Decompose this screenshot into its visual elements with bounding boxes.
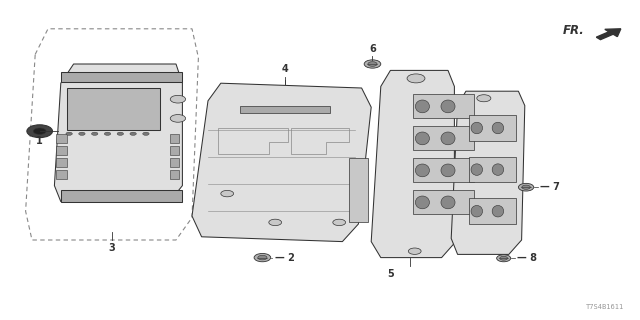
Ellipse shape [415,164,429,177]
Polygon shape [192,83,371,242]
Circle shape [170,95,186,103]
Circle shape [368,62,377,66]
Bar [56,146,67,155]
Polygon shape [371,70,454,258]
Circle shape [522,185,531,189]
Text: FR.: FR. [563,24,585,37]
Ellipse shape [492,164,504,175]
Bar [413,126,474,150]
Circle shape [477,95,491,102]
Bar [56,170,67,179]
Ellipse shape [415,196,429,209]
Bar [170,170,179,179]
Bar [56,134,67,143]
Circle shape [221,190,234,197]
Polygon shape [67,88,160,130]
Circle shape [518,183,534,191]
Circle shape [258,255,267,260]
Circle shape [79,132,85,135]
Circle shape [269,219,282,226]
Ellipse shape [441,132,455,145]
Bar [469,157,516,182]
Text: 5: 5 [387,269,394,279]
Circle shape [92,132,98,135]
Bar [413,94,474,118]
Circle shape [333,219,346,226]
Bar [170,146,179,155]
Circle shape [143,132,149,135]
Circle shape [66,132,72,135]
Ellipse shape [492,205,504,217]
Polygon shape [61,190,182,202]
Ellipse shape [441,100,455,113]
Bar [469,198,516,224]
Circle shape [170,115,186,122]
Ellipse shape [471,205,483,217]
Text: T7S4B1611: T7S4B1611 [586,304,624,310]
Circle shape [27,125,52,138]
Ellipse shape [471,164,483,175]
Text: — 2: — 2 [275,252,295,263]
Ellipse shape [441,196,455,209]
FancyArrow shape [596,29,621,40]
Bar [413,190,474,214]
Ellipse shape [415,100,429,113]
Text: 4: 4 [282,64,288,74]
Polygon shape [451,91,525,254]
Text: 6: 6 [369,44,376,54]
Circle shape [254,253,271,262]
Bar [349,158,368,222]
Polygon shape [61,72,182,82]
Circle shape [33,128,46,134]
Text: — 8: — 8 [517,253,537,263]
Circle shape [497,255,511,262]
Circle shape [117,132,124,135]
Circle shape [130,132,136,135]
Circle shape [407,74,425,83]
Text: — 7: — 7 [540,182,560,192]
Ellipse shape [492,122,504,134]
Circle shape [364,60,381,68]
Ellipse shape [415,132,429,145]
Bar [240,106,330,113]
Bar [170,158,179,167]
Bar [56,158,67,167]
Bar [469,115,516,141]
Bar [413,158,474,182]
Ellipse shape [441,164,455,177]
Bar [170,134,179,143]
Text: 1: 1 [36,136,43,146]
Circle shape [500,256,508,260]
Ellipse shape [471,122,483,134]
Polygon shape [54,64,182,202]
Circle shape [104,132,111,135]
Circle shape [408,248,421,254]
Text: 3: 3 [109,243,115,252]
